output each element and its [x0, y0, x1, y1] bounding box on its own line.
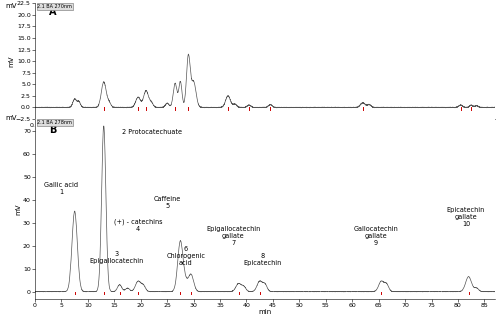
Text: 6
Chlorogenic
acid: 6 Chlorogenic acid — [166, 246, 205, 266]
Text: 8
Epicatechin: 8 Epicatechin — [243, 253, 282, 266]
Text: 2.1 BA 270nm: 2.1 BA 270nm — [38, 4, 72, 9]
Text: Caffeine
5: Caffeine 5 — [154, 196, 181, 209]
Text: A: A — [49, 7, 56, 17]
X-axis label: min: min — [258, 309, 272, 315]
Text: 3
Epigallocatechin: 3 Epigallocatechin — [90, 251, 144, 264]
Y-axis label: mV: mV — [16, 203, 22, 214]
Text: Gallic acid
1: Gallic acid 1 — [44, 182, 78, 195]
Text: Epicatechin
gallate
10: Epicatechin gallate 10 — [447, 207, 485, 227]
Text: 2.1 BA 278nm: 2.1 BA 278nm — [38, 120, 72, 125]
Text: mV: mV — [5, 116, 16, 121]
Text: (+) - catechins
4: (+) - catechins 4 — [114, 218, 162, 232]
Text: Epigallocatechin
gallate
7: Epigallocatechin gallate 7 — [206, 226, 260, 246]
Text: Gallocatechin
gallate
9: Gallocatechin gallate 9 — [354, 226, 399, 246]
Text: mV: mV — [5, 3, 16, 9]
Text: 2 Protocatechuate: 2 Protocatechuate — [122, 129, 182, 135]
Text: B: B — [49, 126, 56, 135]
Y-axis label: mV: mV — [8, 55, 14, 67]
